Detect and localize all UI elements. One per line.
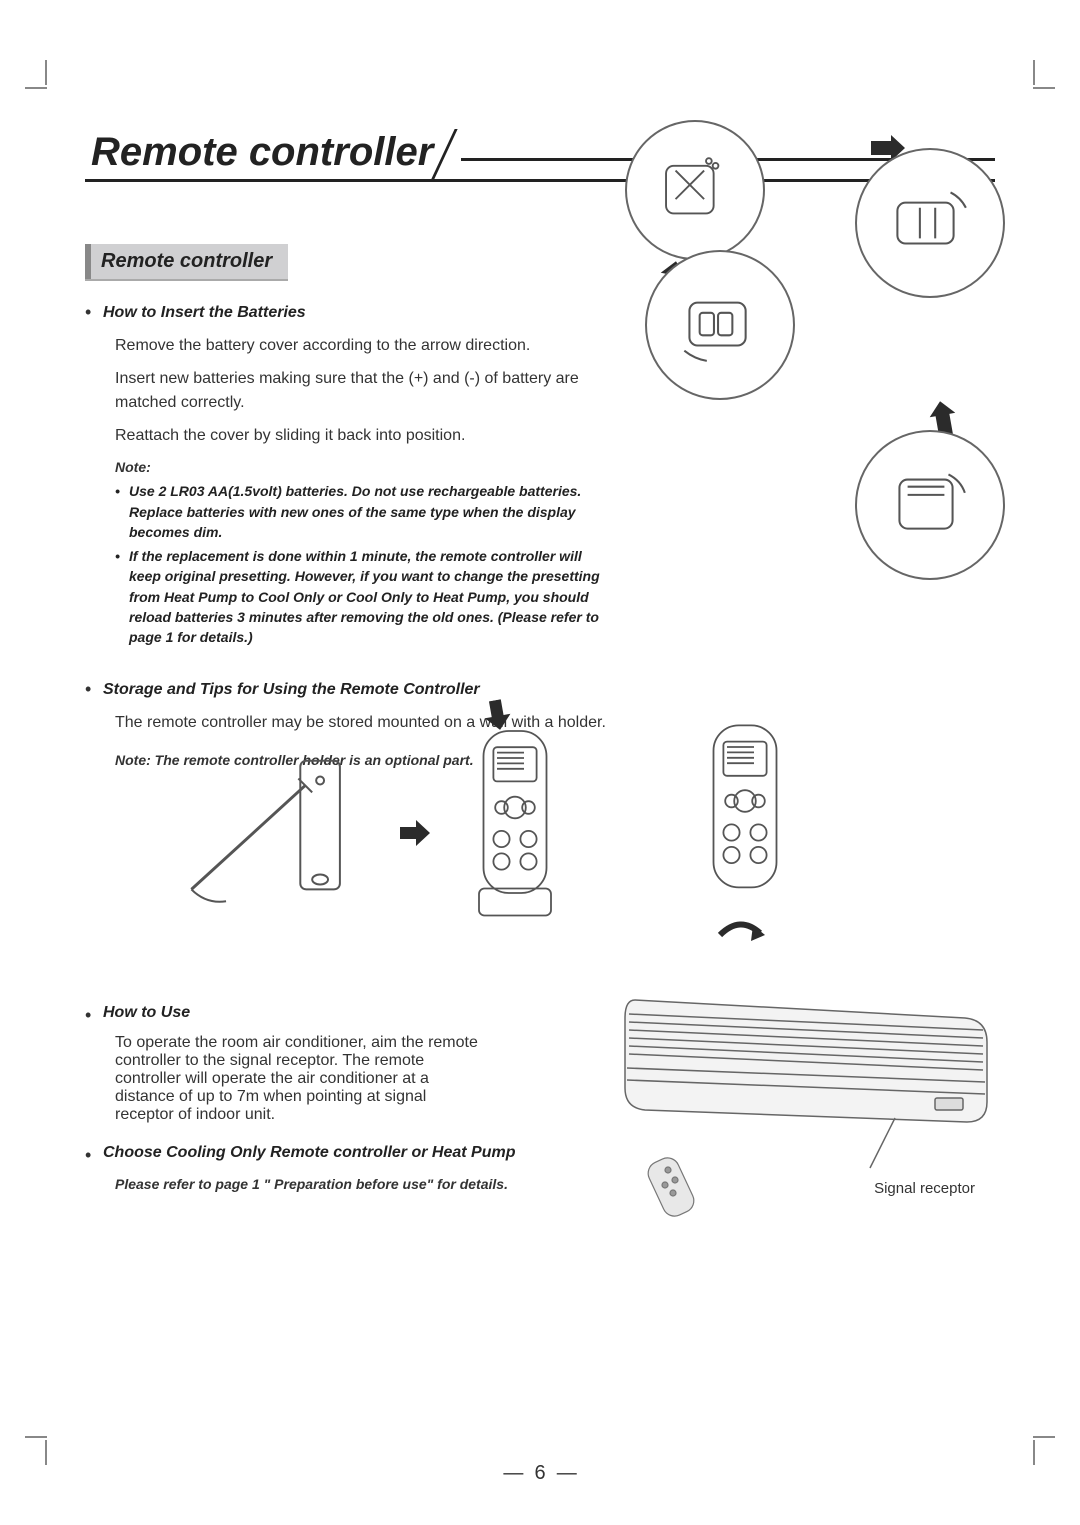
- use-p1: To operate the room air conditioner, aim…: [115, 1034, 485, 1124]
- arrow-right-icon: [400, 820, 430, 851]
- page-dash: —: [557, 1462, 577, 1484]
- use-heading: How to Use: [103, 1004, 190, 1024]
- batteries-block: • How to Insert the Batteries Remove the…: [85, 301, 605, 648]
- page-number-value: 6: [534, 1462, 545, 1484]
- batteries-note-2: If the replacement is done within 1 minu…: [129, 546, 605, 647]
- lower-block: • How to Use To operate the room air con…: [85, 990, 995, 1192]
- bullet-icon: •: [115, 481, 129, 542]
- batteries-p1: Remove the battery cover according to th…: [115, 334, 605, 357]
- bullet-icon: •: [85, 301, 103, 324]
- page-dash: —: [503, 1462, 523, 1484]
- page-title: Remote controller: [85, 130, 439, 179]
- batteries-note-label: Note:: [115, 457, 605, 477]
- holder-illustrations: [85, 700, 995, 960]
- bullet-icon: •: [85, 1144, 103, 1164]
- page: Remote controller Remote controller • Ho…: [85, 130, 995, 1425]
- storage-heading: Storage and Tips for Using the Remote Co…: [103, 678, 480, 701]
- battery-step1-illustration: [625, 120, 765, 260]
- batteries-p2: Insert new batteries making sure that th…: [115, 367, 605, 413]
- bullet-icon: •: [115, 546, 129, 647]
- batteries-note-1: Use 2 LR03 AA(1.5volt) batteries. Do not…: [129, 481, 605, 542]
- choose-heading: Choose Cooling Only Remote controller or…: [103, 1144, 515, 1164]
- battery-step3-illustration: [645, 250, 795, 400]
- section-heading-wrap: Remote controller: [85, 244, 288, 281]
- batteries-heading: How to Insert the Batteries: [103, 301, 306, 324]
- arrow-curve-icon: [715, 915, 765, 950]
- bullet-icon: •: [85, 1004, 103, 1024]
- page-number: — 6 —: [85, 1462, 995, 1485]
- use-block: • How to Use To operate the room air con…: [85, 1004, 545, 1124]
- remote-in-holder-illustration: [455, 710, 575, 940]
- bullet-icon: •: [85, 678, 103, 701]
- batteries-p3: Reattach the cover by sliding it back in…: [115, 424, 605, 447]
- battery-step4-illustration: [855, 430, 1005, 580]
- batteries-notes: •Use 2 LR03 AA(1.5volt) batteries. Do no…: [115, 481, 605, 647]
- signal-receptor-label: Signal receptor: [874, 1180, 975, 1197]
- section-heading: Remote controller: [85, 244, 288, 279]
- choose-block: • Choose Cooling Only Remote controller …: [85, 1144, 645, 1192]
- battery-step2-illustration: [855, 148, 1005, 298]
- choose-note: Please refer to page 1 " Preparation bef…: [115, 1176, 645, 1192]
- page-title-row: Remote controller: [85, 130, 995, 182]
- title-slash-decor: [439, 135, 461, 179]
- wall-mount-illustration: [165, 720, 395, 940]
- remote-lift-illustration: [685, 710, 805, 910]
